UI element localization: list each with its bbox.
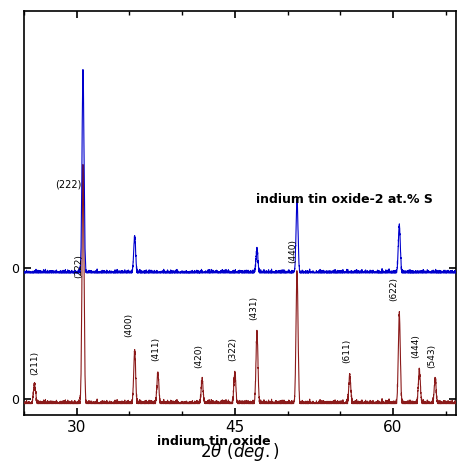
Text: (322): (322) xyxy=(228,337,237,361)
Text: (622): (622) xyxy=(390,277,399,301)
Text: (431): (431) xyxy=(249,296,258,320)
Text: (444): (444) xyxy=(412,335,421,358)
Text: indium tin oxide-2 at.% S: indium tin oxide-2 at.% S xyxy=(256,193,433,206)
Text: (611): (611) xyxy=(342,339,351,363)
Text: indium tin oxide: indium tin oxide xyxy=(157,435,271,447)
Text: (411): (411) xyxy=(151,337,160,361)
Text: (440): (440) xyxy=(288,239,297,263)
Text: (400): (400) xyxy=(124,313,133,337)
X-axis label: $2\theta$ $(deg.)$: $2\theta$ $(deg.)$ xyxy=(200,441,280,463)
Text: (420): (420) xyxy=(194,344,203,368)
Text: (211): (211) xyxy=(30,351,39,375)
Text: (543): (543) xyxy=(428,344,437,368)
Text: (222): (222) xyxy=(74,254,83,277)
Text: (222): (222) xyxy=(55,180,82,190)
